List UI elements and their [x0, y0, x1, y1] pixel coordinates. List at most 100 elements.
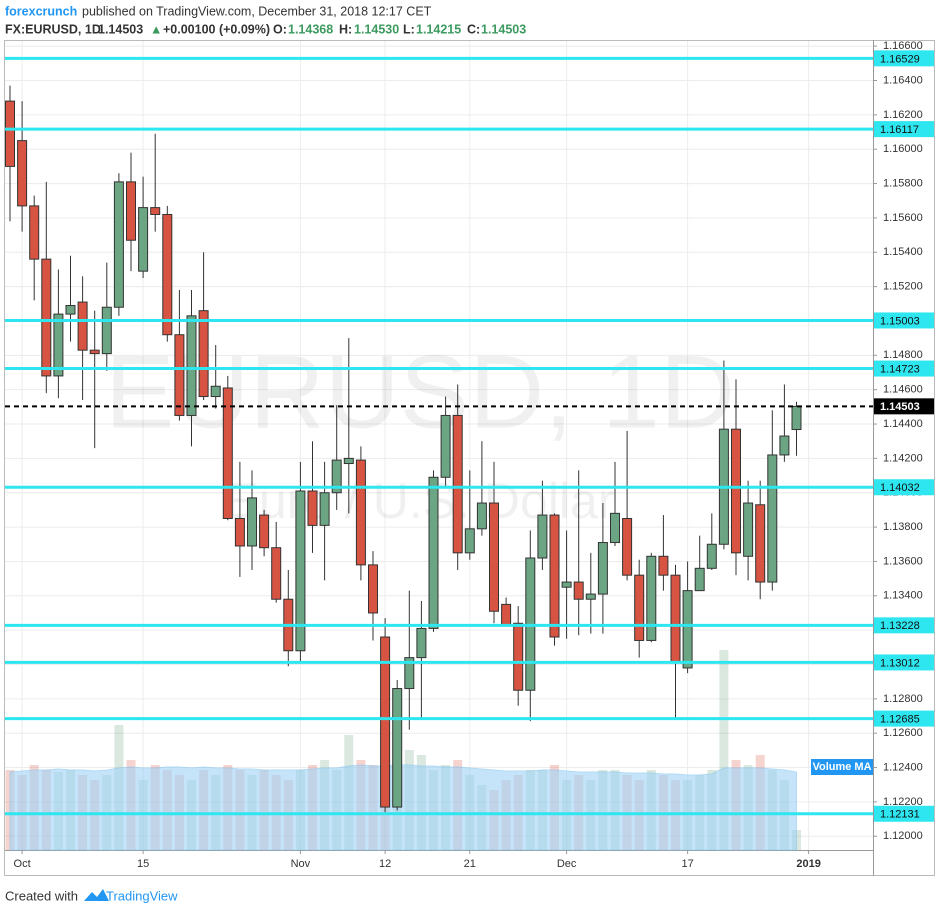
h-label: H: — [339, 22, 352, 36]
candle-body — [295, 490, 306, 652]
y-tick-label: 1.12200 — [883, 796, 923, 808]
candle-body — [271, 547, 282, 600]
candle-body — [198, 310, 209, 398]
level-label: 1.16117 — [880, 124, 919, 136]
plot: Volume MA — [5, 56, 873, 851]
y-tick-label: 1.15800 — [883, 177, 923, 189]
candle-body — [791, 405, 802, 431]
candle-body — [41, 258, 52, 377]
y-tick-label: 1.12600 — [883, 727, 923, 739]
c-value: 1.14503 — [481, 22, 526, 36]
level-label-box — [874, 50, 934, 67]
candle-body — [452, 414, 463, 554]
level-label: 1.13012 — [880, 657, 920, 669]
candle-body — [646, 555, 657, 641]
candle-body — [5, 100, 15, 167]
candle-body — [779, 435, 790, 456]
level-label: 1.12685 — [880, 714, 920, 726]
y-tick-label: 1.16200 — [883, 109, 923, 121]
candle-body — [573, 581, 584, 600]
change: +0.00100 (+0.09%) — [163, 22, 270, 36]
candle-body — [162, 213, 173, 336]
candle-body — [622, 517, 633, 576]
candle-body — [29, 205, 40, 260]
published: published on TradingView.com, December 3… — [82, 4, 432, 18]
y-tick-label: 1.14200 — [883, 452, 923, 464]
candle-body — [53, 313, 64, 377]
candle-body — [259, 514, 270, 549]
frame — [4, 40, 935, 876]
candle-body — [501, 603, 512, 626]
level-label-box — [874, 710, 934, 727]
volume-label-box — [811, 759, 873, 775]
y-tick-label: 1.14600 — [883, 384, 923, 396]
level-label-box — [874, 121, 934, 138]
candle-body — [585, 593, 596, 600]
l-value: 1.14215 — [416, 22, 461, 36]
candle-body — [65, 305, 76, 315]
price-axis: 1.16600 1.16400 1.16200 1.16000 1.15800 1.156… — [14, 40, 934, 870]
candle-body — [368, 564, 378, 614]
candle-body — [731, 428, 741, 554]
candle-body — [464, 528, 475, 554]
o-label: O: — [273, 22, 287, 36]
candle-body — [77, 301, 88, 351]
y-tick-label: 1.16400 — [883, 74, 923, 86]
candle-body — [174, 334, 185, 416]
x-tick-label: Oct — [14, 858, 31, 870]
candle-body — [634, 574, 645, 641]
y-tick-label: 1.14400 — [883, 418, 923, 430]
footer-created: Created with — [5, 888, 78, 903]
candle-body — [247, 497, 257, 547]
candle-body — [126, 181, 136, 241]
candle-body — [186, 315, 197, 416]
footer-brand[interactable]: TradingView — [106, 888, 178, 903]
level-label-box — [874, 617, 934, 634]
candle-body — [331, 459, 342, 494]
candle-body — [355, 459, 366, 566]
candle-body — [392, 688, 403, 808]
y-tick-label: 1.12400 — [883, 761, 923, 773]
y-tick-label: 1.15600 — [883, 212, 923, 224]
candle-body — [597, 542, 608, 595]
candle-body — [89, 349, 100, 355]
candle-body — [416, 627, 427, 659]
c-label: C: — [467, 22, 480, 36]
y-tick-label: 1.13600 — [883, 555, 923, 567]
level-label-box — [874, 479, 934, 496]
logo[interactable] — [84, 889, 109, 901]
candle-body — [537, 514, 548, 559]
candle-body — [234, 517, 245, 547]
last-price-label: 1.14503 — [880, 401, 920, 413]
watermark-symbol: EURUSD, 1D — [105, 334, 735, 450]
x-tick-label: 17 — [681, 858, 693, 870]
h-value: 1.14530 — [354, 22, 399, 36]
candle-body — [222, 387, 233, 519]
y-tick-label: 1.13800 — [883, 521, 923, 533]
volume-ma — [9, 764, 797, 851]
level-label: 1.15003 — [880, 315, 920, 327]
level-label: 1.12131 — [880, 809, 920, 821]
l-label: L: — [403, 22, 415, 36]
candle-body — [428, 476, 439, 629]
last-price-box — [874, 398, 934, 415]
y-tick-label: 1.15400 — [883, 246, 923, 258]
level-label: 1.14723 — [880, 363, 920, 375]
candle-body — [404, 657, 415, 690]
last: 1.14503 — [98, 22, 143, 36]
candle-body — [150, 207, 161, 215]
y-tick-label: 1.16000 — [883, 143, 923, 155]
y-tick-label: 1.15200 — [883, 281, 923, 293]
author[interactable]: forexcrunch — [5, 4, 77, 18]
symbol: FX:EURUSD, 1D — [5, 22, 101, 36]
candle-body — [440, 414, 451, 478]
candle-body — [682, 590, 693, 669]
candle-body — [380, 636, 391, 808]
level-label: 1.13228 — [880, 620, 920, 632]
candle-body — [767, 454, 778, 583]
candle-body — [113, 181, 124, 308]
x-tick-label: 15 — [137, 858, 149, 870]
level-label-box — [874, 654, 934, 671]
